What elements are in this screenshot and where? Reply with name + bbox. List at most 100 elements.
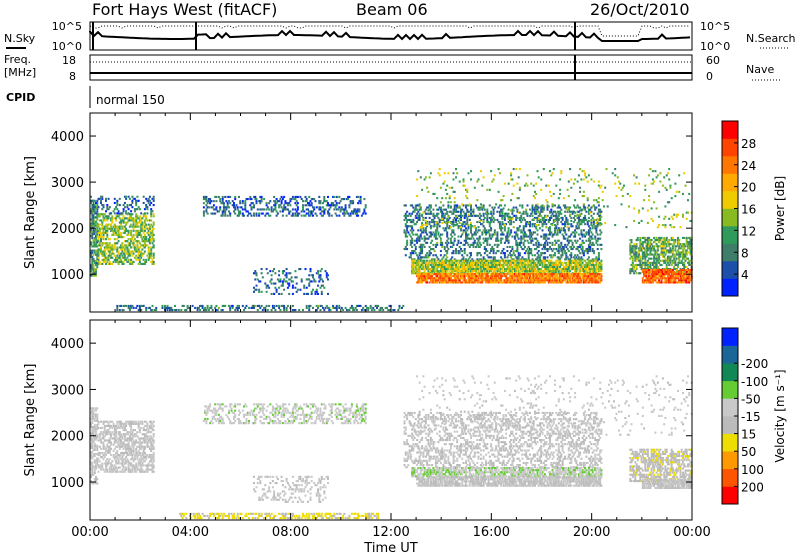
velocity-colorbar-tick-label-0: 200 [741, 480, 764, 494]
power-colorbar-tick-label-1: 8 [741, 246, 749, 260]
power-colorbar-bin-0 [722, 278, 738, 297]
cpid-label: CPID [6, 91, 35, 104]
power-echo-region-3 [202, 195, 367, 217]
power-echo-region-9 [629, 236, 693, 275]
power-echo-region-11 [416, 168, 693, 229]
freq-unit: [MHz] [4, 66, 36, 79]
power-echo-region-4 [253, 268, 329, 295]
station-title: Fort Hays West (fitACF) [92, 0, 278, 19]
xtick-label-2: 08:00 [272, 525, 309, 540]
velocity-echo-region-6 [411, 467, 603, 478]
xtick-label-0: 00:00 [71, 525, 108, 540]
nsky-tick-top: 10^5 [52, 20, 82, 33]
power-ylabel: Slant Range [km] [23, 156, 38, 269]
power-colorbar-bin-1 [722, 261, 738, 279]
xtick-label-1: 04:00 [172, 525, 209, 540]
velocity-colorbar-bin-8 [722, 345, 738, 364]
power-echo-region-5 [116, 304, 405, 312]
velocity-colorbar-bin-9 [722, 328, 738, 346]
velocity-colorbar-bin-1 [722, 468, 738, 487]
xtick-label-4: 16:00 [473, 525, 510, 540]
velocity-colorbar-tick-label-2: 50 [741, 445, 756, 459]
velocity-echo-region-9 [641, 478, 693, 489]
xtick-label-5: 20:00 [573, 525, 610, 540]
velocity-colorbar-bin-2 [722, 451, 738, 470]
power-colorbar-tick-label-0: 4 [741, 268, 749, 282]
power-ytick-label-3: 4000 [51, 130, 84, 145]
velocity-colorbar-bin-6 [722, 380, 738, 399]
power-echo-region-10 [641, 268, 693, 284]
nsearch-trace [89, 25, 690, 37]
power-echo-region-2 [90, 195, 155, 215]
power-colorbar-bin-7 [722, 156, 738, 174]
nsearch-tick-top: 10^5 [700, 20, 730, 33]
power-colorbar-bin-8 [722, 138, 738, 157]
nsky-label: N.Sky [4, 32, 36, 45]
xtick-label-3: 12:00 [372, 525, 409, 540]
velocity-ytick-label-1: 2000 [51, 430, 84, 445]
velocity-echo-region-2 [202, 403, 367, 425]
power-echo-region-7 [411, 259, 603, 275]
power-echo-region-8 [416, 273, 603, 284]
xlabel: Time UT [363, 541, 417, 554]
power-colorbar-bin-2 [722, 243, 738, 262]
power-colorbar-tick-label-2: 12 [741, 224, 756, 238]
velocity-colorbar-bin-7 [722, 363, 738, 382]
velocity-colorbar-tick-label-5: -50 [741, 392, 761, 406]
velocity-colorbar-tick-label-3: 15 [741, 428, 756, 442]
velocity-ytick-label-2: 3000 [51, 383, 84, 398]
velocity-colorbar-tick-label-6: -100 [741, 375, 768, 389]
cpid-value: normal 150 [96, 93, 165, 107]
power-colorbar-bin-4 [722, 208, 738, 227]
nsky-panel-frame [89, 21, 693, 51]
velocity-colorbar-bin-3 [722, 433, 738, 452]
nave-tick-bottom: 0 [706, 70, 713, 83]
velocity-colorbar-tick-label-1: 100 [741, 463, 764, 477]
velocity-echo-region-1 [97, 420, 155, 473]
velocity-echo-region-4 [179, 512, 380, 520]
freq-label: Freq. [4, 53, 31, 66]
velocity-echo-region-3 [253, 475, 329, 503]
velocity-colorbar-tick-label-4: -15 [741, 410, 761, 424]
power-ytick-label-2: 3000 [51, 176, 84, 191]
velocity-colorbar-bin-4 [722, 416, 738, 434]
power-colorbar-bin-5 [722, 191, 738, 209]
power-colorbar-label: Power [dB] [773, 176, 787, 241]
power-colorbar-tick-label-4: 20 [741, 181, 756, 195]
velocity-colorbar-label: Velocity [m s⁻¹] [773, 369, 787, 462]
freq-tick-bottom: 8 [69, 70, 76, 83]
power-colorbar-bin-3 [722, 226, 738, 244]
velocity-echo-region-0 [90, 407, 99, 485]
velocity-echo-region-10 [416, 375, 693, 436]
nsky-tick-bottom: 10^0 [52, 40, 82, 53]
power-colorbar-tick-label-5: 24 [741, 159, 756, 173]
velocity-ylabel: Slant Range [km] [23, 364, 38, 477]
power-colorbar-tick-label-6: 28 [741, 137, 756, 151]
beam-title: Beam 06 [356, 0, 428, 19]
xtick-label-6: 00:00 [673, 525, 710, 540]
power-ytick-label-0: 1000 [51, 268, 84, 283]
velocity-echo-region-8 [629, 448, 693, 483]
date-title: 26/Oct/2010 [590, 0, 690, 19]
velocity-colorbar-bin-0 [722, 486, 738, 505]
power-echo-region-1 [97, 213, 155, 265]
velocity-echo-region-7 [416, 476, 603, 487]
power-colorbar-tick-label-3: 16 [741, 203, 756, 217]
freq-panel-frame [89, 54, 693, 81]
nsky-trace [89, 29, 691, 42]
nave-label: Nave [746, 63, 774, 76]
power-echo-region-6 [403, 204, 603, 261]
nsearch-tick-bottom: 10^0 [700, 40, 730, 53]
velocity-ytick-label-3: 4000 [51, 337, 84, 352]
velocity-colorbar-bin-5 [722, 398, 738, 417]
power-colorbar-bin-9 [722, 121, 738, 139]
freq-tick-top: 18 [62, 54, 76, 67]
velocity-ytick-label-0: 1000 [51, 476, 84, 491]
power-ytick-label-1: 2000 [51, 222, 84, 237]
nave-tick-top: 60 [706, 54, 720, 67]
power-echo-region-0 [90, 199, 99, 277]
nsearch-label: N.Search [746, 32, 796, 45]
power-colorbar-bin-6 [722, 173, 738, 192]
velocity-colorbar-tick-label-7: -200 [741, 357, 768, 371]
